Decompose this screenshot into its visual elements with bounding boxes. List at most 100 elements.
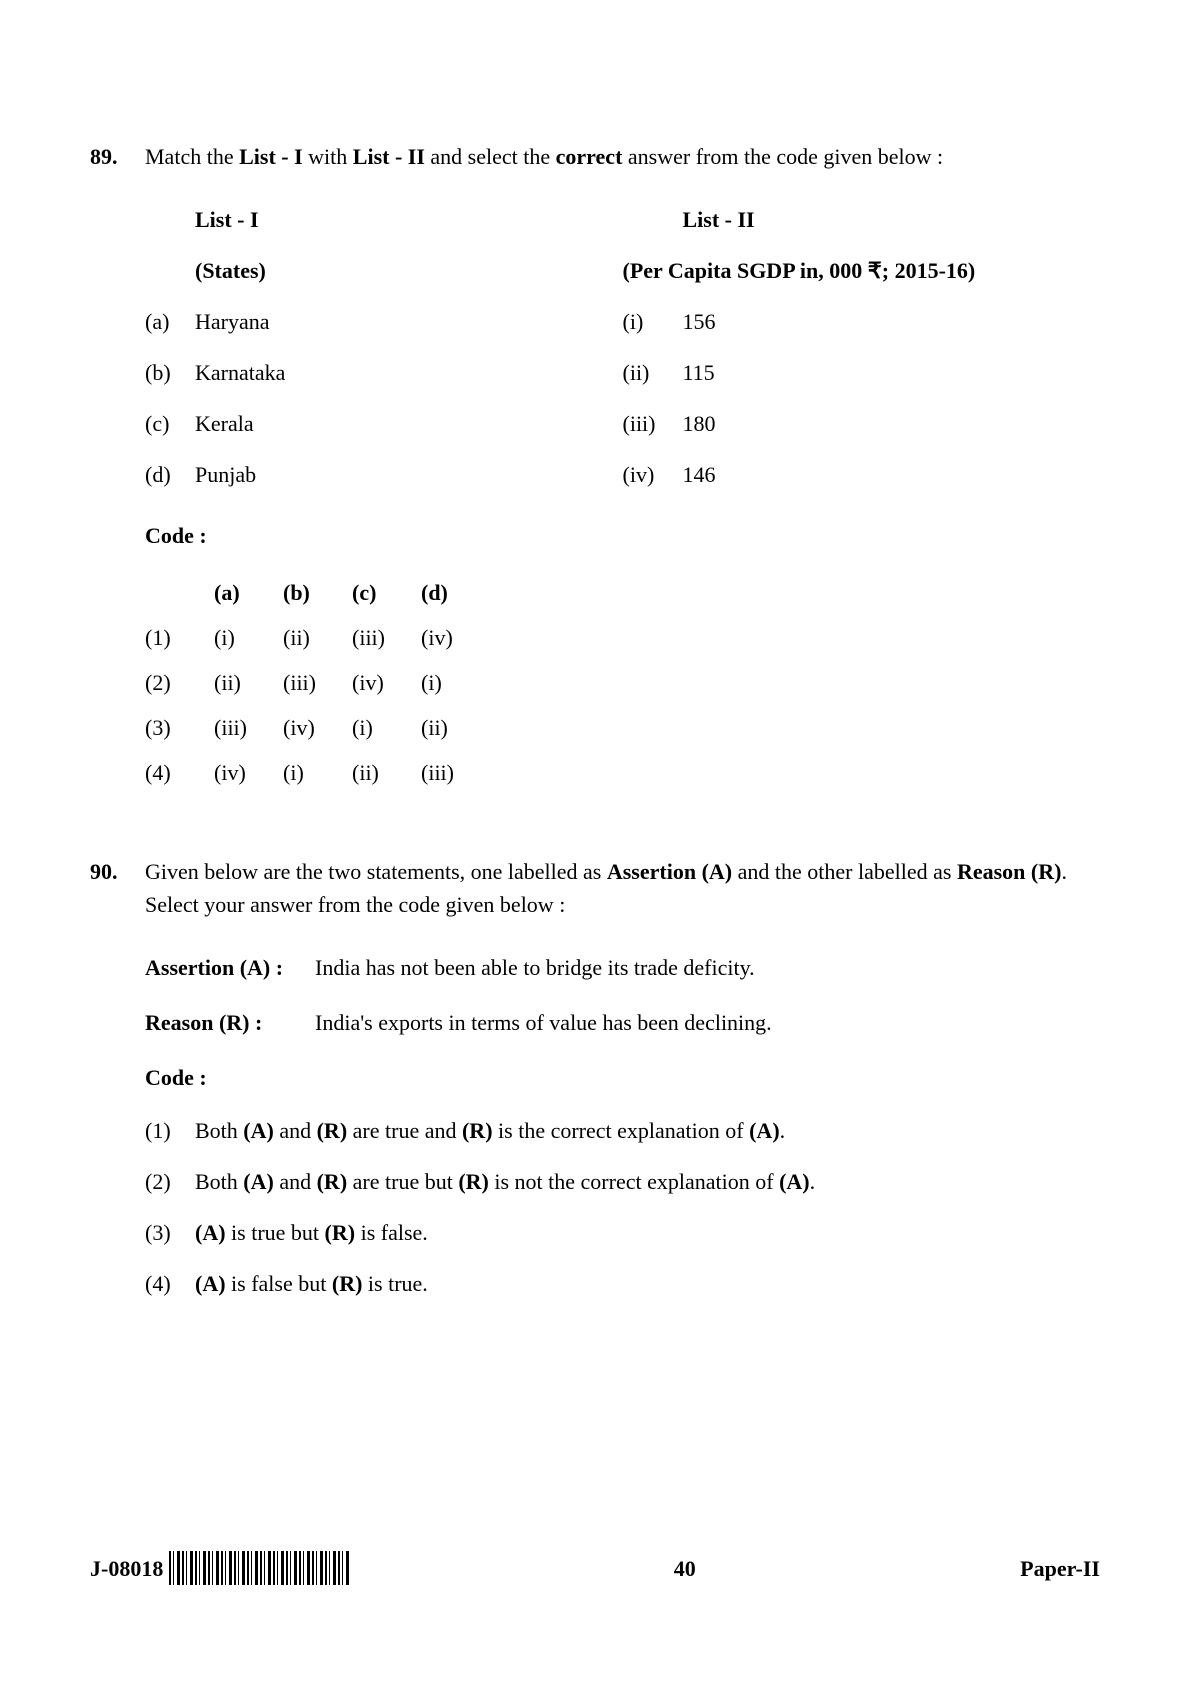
list-row: (iv)146 [623, 458, 1101, 491]
code-cell: (ii) [352, 750, 421, 795]
list-label: (c) [145, 407, 195, 440]
text-bold: (A) [243, 1169, 274, 1194]
list-row: (b)Karnataka [145, 356, 623, 389]
code-cell: (iii) [214, 705, 283, 750]
list-label: (i) [623, 305, 683, 338]
code-title: Code : [145, 519, 1100, 552]
code-header-row: (a) (b) (c) (d) [145, 570, 490, 615]
code-cell: (iv) [352, 660, 421, 705]
text-bold: (A) [779, 1169, 810, 1194]
text-bold: (A) [749, 1118, 780, 1143]
code-cell: (i) [214, 615, 283, 660]
option-label: (4) [145, 750, 214, 795]
text: Both [195, 1169, 243, 1194]
text-bold: (A) [195, 1271, 226, 1296]
code-cell: (ii) [283, 615, 352, 660]
text-bold: (A) [243, 1118, 274, 1143]
text: are true and [347, 1118, 462, 1143]
text-bold: (R) [325, 1220, 356, 1245]
code-header: (b) [283, 570, 352, 615]
code-section: Code : (a) (b) (c) (d) (1) (i) (ii) (iii… [145, 519, 1100, 795]
option-label: (1) [145, 615, 214, 660]
code-option-row: (3) (iii) (iv) (i) (ii) [145, 705, 490, 750]
text: and [274, 1169, 317, 1194]
code-cell: (iii) [283, 660, 352, 705]
list-label: (a) [145, 305, 195, 338]
list-row: (i)156 [623, 305, 1101, 338]
list-value: 146 [683, 458, 1101, 491]
list-row: (d)Punjab [145, 458, 623, 491]
list-value: Kerala [195, 407, 623, 440]
question-body: Match the List - I with List - II and se… [145, 140, 1100, 795]
text-bold: List - II [353, 144, 425, 169]
text-bold: List - I [239, 144, 303, 169]
list-row: (ii)115 [623, 356, 1101, 389]
code-option-row: (2) (ii) (iii) (iv) (i) [145, 660, 490, 705]
text-bold: (R) [332, 1271, 363, 1296]
list-1-header: List - I [145, 203, 623, 236]
code-cell: (iv) [421, 615, 490, 660]
code-cell: (iv) [214, 750, 283, 795]
question-number: 89. [90, 140, 145, 795]
code-cell: (iii) [352, 615, 421, 660]
assertion-row: Assertion (A) : India has not been able … [145, 951, 1100, 984]
option-label: (2) [145, 660, 214, 705]
text: is false but [226, 1271, 332, 1296]
text: and select the [425, 144, 556, 169]
text: and the other labelled as [732, 859, 957, 884]
text-bold: correct [556, 144, 623, 169]
page-number: 40 [674, 1552, 696, 1585]
option-text: Both (A) and (R) are true and (R) is the… [195, 1114, 1100, 1147]
list-label: (iv) [623, 458, 683, 491]
code-cell: (i) [352, 705, 421, 750]
option-text: (A) is false but (R) is true. [195, 1267, 1100, 1300]
list-2-subheader: (Per Capita SGDP in, 000 ₹; 2015-16) [623, 254, 1101, 287]
code-cell: (iv) [283, 705, 352, 750]
list-1-subheader: (States) [145, 254, 623, 287]
list-label: (ii) [623, 356, 683, 389]
code-cell: (iii) [421, 750, 490, 795]
code-option-row: (1) (i) (ii) (iii) (iv) [145, 615, 490, 660]
question-number: 90. [90, 855, 145, 1318]
option-label: (2) [145, 1165, 195, 1198]
assertion-text: India has not been able to bridge its tr… [315, 951, 1100, 984]
reason-label: Reason (R) : [145, 1006, 315, 1039]
code-cell: (i) [283, 750, 352, 795]
list-value: 115 [683, 356, 1101, 389]
question-90: 90. Given below are the two statements, … [90, 855, 1100, 1318]
barcode-icon [169, 1551, 349, 1585]
text-bold: (R) [462, 1118, 493, 1143]
reason-row: Reason (R) : India's exports in terms of… [145, 1006, 1100, 1039]
text-bold: (A) [195, 1220, 226, 1245]
text-bold: Reason (R) [957, 859, 1062, 884]
option-row: (2) Both (A) and (R) are true but (R) is… [145, 1165, 1100, 1198]
page-footer: J-08018 40 Paper-II [90, 1551, 1100, 1585]
text: Both [195, 1118, 243, 1143]
match-lists: List - I (States) (a)Haryana (b)Karnatak… [145, 203, 1100, 509]
code-cell: (i) [421, 660, 490, 705]
list-label: (iii) [623, 407, 683, 440]
text-bold: (R) [317, 1118, 348, 1143]
code-table: (a) (b) (c) (d) (1) (i) (ii) (iii) (iv) … [145, 570, 490, 795]
list-label: (d) [145, 458, 195, 491]
option-label: (3) [145, 1216, 195, 1249]
option-text: (A) is true but (R) is false. [195, 1216, 1100, 1249]
reason-text: India's exports in terms of value has be… [315, 1006, 1100, 1039]
option-label: (4) [145, 1267, 195, 1300]
question-text: Given below are the two statements, one … [145, 855, 1100, 921]
list-value: 156 [683, 305, 1101, 338]
text-bold: Assertion (A) [607, 859, 732, 884]
list-value: Karnataka [195, 356, 623, 389]
code-header: (c) [352, 570, 421, 615]
code-cell: (ii) [421, 705, 490, 750]
text: . [780, 1118, 786, 1143]
question-text: Match the List - I with List - II and se… [145, 140, 1100, 173]
assertion-label: Assertion (A) : [145, 951, 315, 984]
text-bold: (R) [458, 1169, 489, 1194]
text: with [303, 144, 353, 169]
list-2-column: List - II (Per Capita SGDP in, 000 ₹; 20… [623, 203, 1101, 509]
option-label: (3) [145, 705, 214, 750]
text: is true but [226, 1220, 325, 1245]
option-row: (1) Both (A) and (R) are true and (R) is… [145, 1114, 1100, 1147]
list-2-header: List - II [623, 203, 1101, 236]
